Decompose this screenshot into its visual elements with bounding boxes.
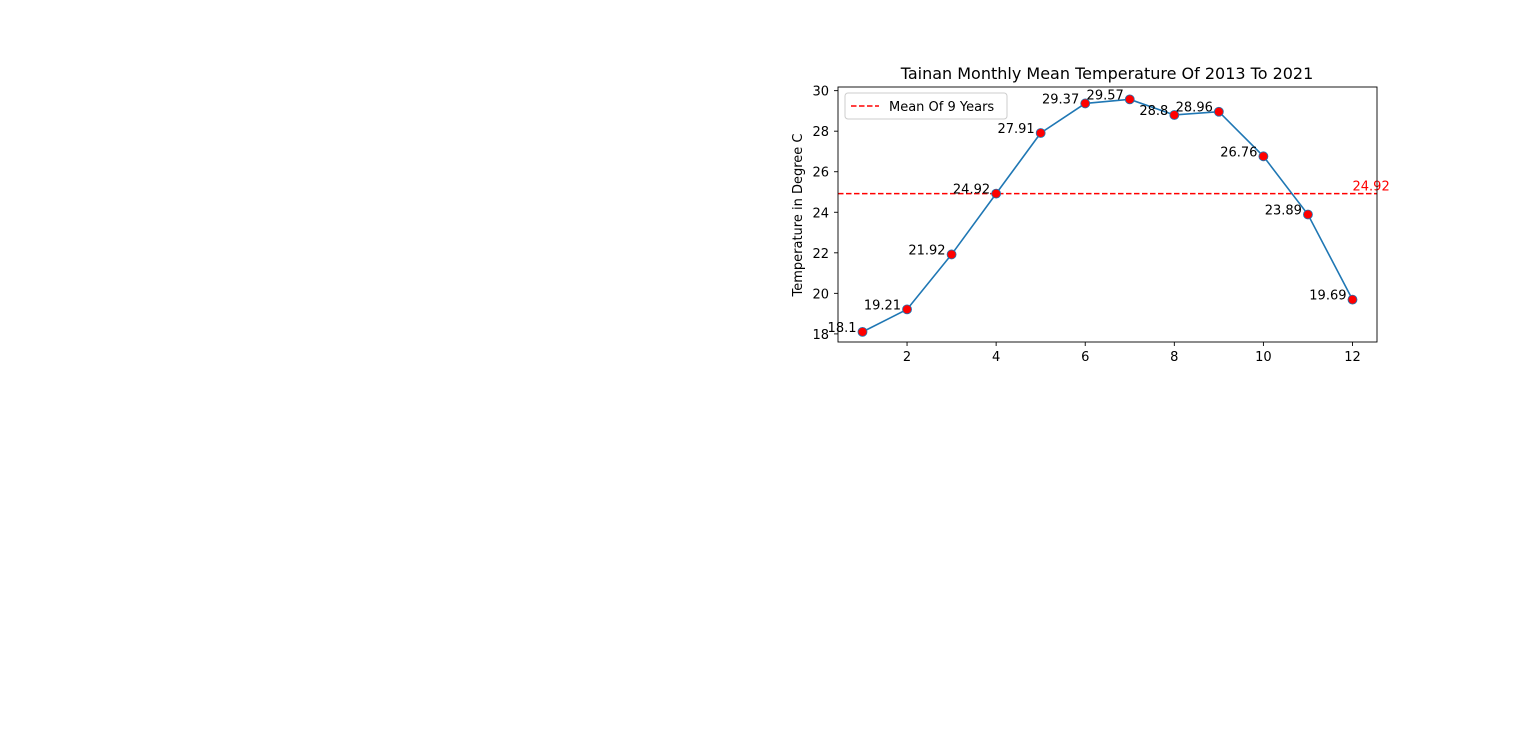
plot-area	[838, 87, 1377, 342]
data-point	[857, 326, 868, 337]
data-point	[1124, 94, 1135, 105]
x-tick-label: 8	[1170, 350, 1178, 365]
data-label: 27.91	[997, 122, 1034, 137]
series-line	[862, 98, 1354, 333]
data-labels: 18.1 19.21 21.92 24.92 27.91 29.37 29.57 28.8 28…	[828, 88, 1347, 336]
data-point	[1213, 106, 1224, 117]
y-tick-label: 18	[812, 328, 829, 343]
x-tick-label: 12	[1344, 350, 1361, 365]
data-label: 19.69	[1309, 289, 1346, 304]
plot-frame	[837, 86, 1378, 343]
data-label: 26.76	[1220, 145, 1257, 160]
data-label: 29.37	[1042, 92, 1079, 107]
x-tick-label: 6	[1081, 350, 1089, 365]
data-label: 18.1	[828, 321, 857, 336]
y-tick-label: 22	[812, 247, 829, 262]
data-point	[1080, 98, 1091, 109]
data-label: 24.92	[953, 183, 990, 198]
data-label: 23.89	[1265, 204, 1302, 219]
data-label: 19.21	[864, 298, 901, 313]
data-points	[857, 94, 1358, 337]
y-tick-label: 20	[812, 287, 829, 302]
y-axis-ticks: 18 20 22 24 26 28 30	[812, 85, 838, 343]
data-label: 28.96	[1176, 101, 1213, 116]
data-point	[946, 249, 957, 260]
data-point	[902, 304, 912, 315]
data-point	[1303, 209, 1313, 220]
y-tick-label: 24	[812, 206, 829, 221]
x-axis-ticks: 2 4 6 8 10 12	[903, 342, 1361, 365]
mean-value-label: 24.92	[1353, 180, 1390, 195]
data-label: 21.92	[908, 243, 945, 258]
y-tick-label: 28	[812, 125, 829, 140]
data-point	[991, 188, 1002, 199]
legend: Mean Of 9 Years	[844, 92, 1008, 120]
data-point	[1347, 294, 1358, 305]
x-tick-label: 2	[903, 350, 911, 365]
data-point	[1258, 151, 1269, 162]
y-tick-label: 30	[812, 85, 829, 100]
data-label: 28.8	[1139, 104, 1168, 119]
x-tick-label: 4	[992, 350, 1000, 365]
data-point	[1035, 128, 1046, 138]
y-axis-label: Temperature in Degree C	[791, 134, 806, 298]
x-tick-label: 10	[1255, 350, 1272, 365]
legend-mean-label: Mean Of 9 Years	[889, 100, 994, 115]
data-label: 29.57	[1087, 88, 1124, 103]
data-point	[1169, 110, 1180, 120]
legend-box	[844, 92, 1008, 120]
chart-title: Tainan Monthly Mean Temperature Of 2013 …	[900, 64, 1314, 83]
y-tick-label: 26	[812, 166, 829, 181]
